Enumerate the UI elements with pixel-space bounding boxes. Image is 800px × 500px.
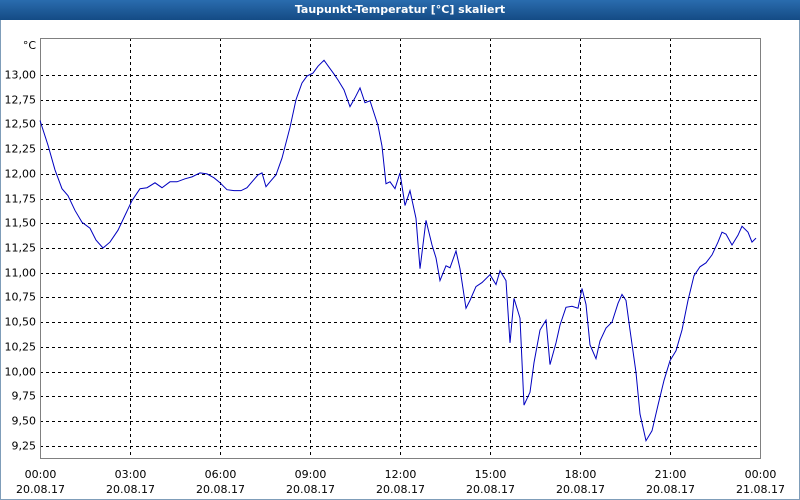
y-tick-label: 10,50 xyxy=(5,316,37,329)
x-tick-label: 20.08.17 xyxy=(646,483,695,496)
data-line xyxy=(39,59,757,443)
x-tick-label: 03:00 xyxy=(115,468,147,481)
y-tick-label: 12,00 xyxy=(5,168,37,181)
x-tick-label: 15:00 xyxy=(475,468,507,481)
x-tick-label: 20.08.17 xyxy=(286,483,335,496)
x-tick-label: 20.08.17 xyxy=(466,483,515,496)
y-tick-label: 9,25 xyxy=(12,440,37,453)
y-tick-label: 13,00 xyxy=(5,69,37,82)
x-tick-label: 12:00 xyxy=(385,468,417,481)
x-tick-label: 00:00 xyxy=(745,468,777,481)
x-tick-label: 18:00 xyxy=(565,468,597,481)
y-unit: °C xyxy=(23,39,37,52)
y-tick-label: 9,50 xyxy=(12,415,37,428)
x-tick-label: 00:00 xyxy=(25,468,57,481)
y-tick-label: 10,75 xyxy=(5,291,37,304)
y-tick-label: 11,00 xyxy=(5,267,37,280)
x-tick-label: 20.08.17 xyxy=(16,483,65,496)
y-tick-label: 12,50 xyxy=(5,118,37,131)
x-tick-label: 20.08.17 xyxy=(106,483,155,496)
x-tick-label: 20.08.17 xyxy=(556,483,605,496)
x-tick-label: 20.08.17 xyxy=(196,483,245,496)
x-tick-label: 21.08.17 xyxy=(736,483,785,496)
title-bar xyxy=(0,0,800,20)
chart-title: Taupunkt-Temperatur [°C] skaliert xyxy=(295,3,505,16)
x-tick-label: 21:00 xyxy=(655,468,687,481)
x-tick-label: 09:00 xyxy=(295,468,327,481)
x-tick-label: 20.08.17 xyxy=(376,483,425,496)
y-tick-label: 9,75 xyxy=(12,390,37,403)
y-tick-label: 10,25 xyxy=(5,341,37,354)
y-tick-label: 11,50 xyxy=(5,217,37,230)
y-tick-label: 11,25 xyxy=(5,242,37,255)
y-tick-label: 11,75 xyxy=(5,193,37,206)
plot-frame xyxy=(40,38,761,459)
y-tick-label: 12,25 xyxy=(5,143,37,156)
y-tick-label: 10,00 xyxy=(5,366,37,379)
x-tick-label: 06:00 xyxy=(205,468,237,481)
y-tick-label: 12,75 xyxy=(5,94,37,107)
